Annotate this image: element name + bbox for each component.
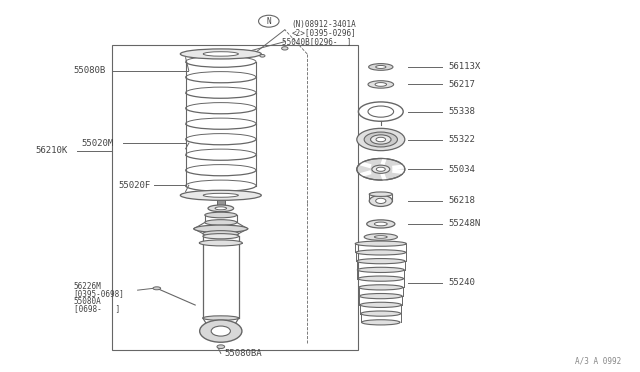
Ellipse shape bbox=[368, 81, 394, 88]
Text: 56217: 56217 bbox=[448, 80, 475, 89]
Text: 55040B[0296-  ]: 55040B[0296- ] bbox=[282, 37, 351, 46]
Text: 55240: 55240 bbox=[448, 278, 475, 287]
Text: A/3 A 0992: A/3 A 0992 bbox=[575, 356, 621, 365]
Ellipse shape bbox=[204, 52, 238, 56]
Text: 55248N: 55248N bbox=[448, 219, 480, 228]
Ellipse shape bbox=[357, 267, 404, 272]
Ellipse shape bbox=[282, 47, 288, 50]
Text: 56218: 56218 bbox=[448, 196, 475, 205]
Ellipse shape bbox=[362, 320, 400, 325]
Ellipse shape bbox=[194, 225, 248, 232]
Text: 55020M: 55020M bbox=[81, 139, 113, 148]
Ellipse shape bbox=[359, 285, 403, 290]
Ellipse shape bbox=[356, 250, 406, 255]
Ellipse shape bbox=[260, 55, 265, 57]
Ellipse shape bbox=[203, 234, 239, 239]
Ellipse shape bbox=[356, 259, 405, 264]
Text: 56210K: 56210K bbox=[35, 146, 67, 155]
Ellipse shape bbox=[360, 302, 401, 307]
Ellipse shape bbox=[376, 137, 385, 142]
Ellipse shape bbox=[369, 64, 393, 70]
Text: 56226M: 56226M bbox=[74, 282, 101, 291]
Ellipse shape bbox=[203, 231, 239, 237]
Ellipse shape bbox=[364, 234, 397, 240]
Ellipse shape bbox=[203, 316, 239, 320]
Ellipse shape bbox=[180, 190, 261, 200]
Ellipse shape bbox=[204, 193, 238, 197]
Ellipse shape bbox=[374, 222, 387, 226]
Text: <2>[0395-0296]: <2>[0395-0296] bbox=[291, 28, 356, 37]
Ellipse shape bbox=[357, 158, 404, 180]
Ellipse shape bbox=[376, 167, 385, 171]
Text: 55338: 55338 bbox=[448, 107, 475, 116]
Text: 55020F: 55020F bbox=[118, 181, 150, 190]
Ellipse shape bbox=[376, 198, 386, 203]
Text: 56113X: 56113X bbox=[448, 62, 480, 71]
Ellipse shape bbox=[364, 132, 397, 147]
Ellipse shape bbox=[153, 287, 161, 290]
Text: 55080BA: 55080BA bbox=[224, 349, 262, 358]
Text: [0395-0698]: [0395-0698] bbox=[74, 289, 124, 298]
Ellipse shape bbox=[200, 320, 242, 342]
Ellipse shape bbox=[360, 294, 402, 299]
Ellipse shape bbox=[217, 345, 225, 349]
Ellipse shape bbox=[358, 276, 404, 281]
Ellipse shape bbox=[369, 192, 392, 196]
Ellipse shape bbox=[371, 135, 391, 144]
Ellipse shape bbox=[369, 195, 392, 206]
Ellipse shape bbox=[374, 236, 387, 238]
Ellipse shape bbox=[357, 128, 404, 151]
Ellipse shape bbox=[372, 165, 390, 173]
Ellipse shape bbox=[208, 205, 234, 212]
Text: 55080A: 55080A bbox=[74, 297, 101, 306]
Text: N: N bbox=[266, 17, 271, 26]
Text: (N)08912-3401A: (N)08912-3401A bbox=[291, 20, 356, 29]
Ellipse shape bbox=[215, 207, 227, 210]
Bar bbox=[112, 45, 358, 350]
Text: [0698-   ]: [0698- ] bbox=[74, 304, 120, 313]
Ellipse shape bbox=[355, 241, 406, 246]
Ellipse shape bbox=[376, 65, 386, 68]
Ellipse shape bbox=[205, 219, 237, 225]
Ellipse shape bbox=[375, 83, 387, 86]
Ellipse shape bbox=[199, 240, 243, 246]
Text: 55080B: 55080B bbox=[74, 66, 106, 75]
Ellipse shape bbox=[211, 326, 230, 336]
Ellipse shape bbox=[180, 49, 261, 59]
Ellipse shape bbox=[367, 220, 395, 228]
Text: 55034: 55034 bbox=[448, 165, 475, 174]
Ellipse shape bbox=[361, 311, 401, 316]
Text: 55322: 55322 bbox=[448, 135, 475, 144]
Ellipse shape bbox=[205, 212, 237, 218]
